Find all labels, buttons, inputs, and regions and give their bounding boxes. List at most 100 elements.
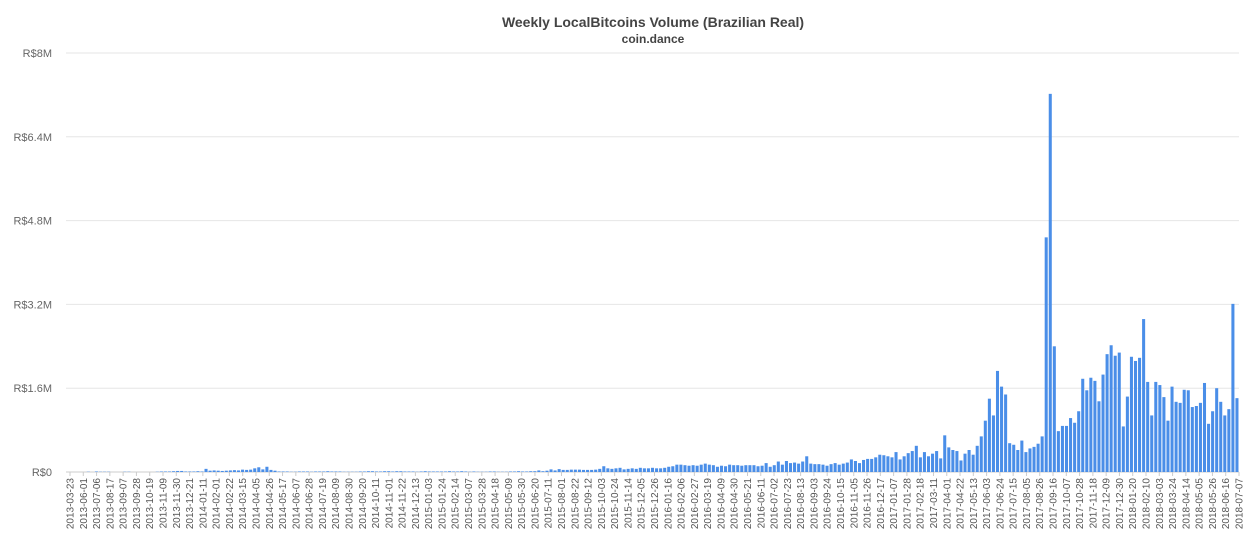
bar	[374, 471, 379, 472]
bar	[236, 470, 241, 472]
bar	[512, 471, 517, 472]
x-tick-label: 2016-01-16	[663, 478, 674, 530]
bar	[163, 471, 167, 472]
bar	[537, 470, 541, 472]
bar	[1109, 345, 1113, 472]
x-tick-label: 2014-03-15	[238, 478, 249, 530]
bar	[715, 466, 719, 472]
bar	[1097, 401, 1101, 472]
bar	[699, 464, 703, 472]
x-tick-label: 2016-02-27	[690, 478, 701, 530]
x-tick-label: 2014-08-09	[331, 478, 342, 530]
bar	[314, 471, 318, 472]
bar	[732, 465, 736, 472]
bar	[1219, 401, 1223, 472]
bar	[403, 471, 407, 472]
bar	[857, 463, 862, 472]
bar	[305, 471, 310, 472]
bar	[736, 465, 740, 472]
x-tick-label: 2017-02-18	[916, 478, 927, 530]
bar	[464, 471, 468, 472]
x-tick-label: 2015-11-14	[623, 478, 634, 529]
x-tick-label: 2015-02-14	[451, 478, 462, 530]
x-tick-label: 2013-12-21	[185, 478, 196, 530]
bar	[776, 461, 780, 472]
bar	[508, 471, 512, 472]
bar	[1016, 450, 1020, 472]
bar	[228, 470, 232, 472]
bar	[801, 461, 805, 472]
bar	[1202, 382, 1207, 472]
bar	[577, 469, 581, 472]
x-tick-label: 2014-12-13	[411, 478, 422, 530]
bar	[261, 469, 265, 472]
y-tick-label: R$0	[32, 467, 52, 479]
x-tick-label: 2016-03-19	[703, 478, 714, 530]
bar	[817, 464, 821, 472]
x-tick-label: 2016-09-24	[823, 478, 834, 530]
bar	[1186, 390, 1190, 472]
bar	[772, 465, 776, 472]
x-tick-label: 2018-04-14	[1181, 478, 1192, 530]
bar	[277, 471, 281, 472]
bar	[249, 469, 253, 472]
bar	[1194, 406, 1198, 472]
bar	[94, 471, 98, 472]
bar	[845, 462, 849, 472]
bar	[517, 471, 521, 472]
x-tick-label: 2015-08-22	[570, 478, 581, 530]
bar	[594, 469, 598, 472]
bar	[740, 465, 744, 472]
bar	[549, 469, 553, 472]
x-tick-label: 2015-07-11	[544, 478, 555, 529]
bar	[200, 471, 204, 472]
bar	[833, 463, 837, 472]
bar	[667, 466, 671, 472]
chart-title: Weekly LocalBitcoins Volume (Brazilian R…	[501, 14, 805, 30]
bar	[870, 458, 874, 472]
x-tick-label: 2015-01-03	[424, 478, 435, 530]
bar	[407, 471, 411, 472]
bar	[362, 471, 366, 472]
bar	[1211, 411, 1215, 472]
bar	[1190, 407, 1194, 472]
bar	[598, 468, 602, 472]
bar	[866, 458, 870, 472]
bar	[630, 468, 634, 472]
x-tick-label: 2014-09-20	[358, 478, 369, 530]
y-tick-label: R$6.4M	[13, 132, 52, 144]
bar	[995, 370, 1000, 472]
x-axis: 2013-03-23 2013-06-01 2013-07-06 2013-08-17…	[66, 472, 1246, 529]
bar	[399, 471, 403, 472]
x-tick-label: 2016-11-05	[849, 478, 860, 529]
bar	[1040, 436, 1044, 472]
bar	[318, 471, 322, 472]
bar	[1146, 381, 1150, 472]
bar	[975, 445, 979, 472]
bar	[1170, 386, 1174, 472]
bar	[541, 471, 545, 472]
x-tick-label: 2017-08-05	[1022, 478, 1033, 530]
x-tick-label: 2017-10-07	[1062, 478, 1073, 530]
bar	[1000, 386, 1004, 472]
bar	[435, 471, 439, 472]
bar	[533, 471, 537, 472]
y-tick-label: R$8M	[23, 48, 52, 60]
bar	[1215, 388, 1219, 472]
x-tick-label: 2016-11-26	[863, 478, 874, 529]
x-tick-label: 2015-05-30	[517, 478, 528, 530]
x-tick-label: 2013-08-17	[105, 478, 116, 530]
bar	[711, 465, 715, 472]
bar	[1044, 237, 1048, 472]
bar	[431, 471, 435, 472]
x-tick-label: 2013-06-01	[79, 478, 90, 530]
bar	[338, 471, 342, 472]
bar	[411, 471, 415, 472]
bar	[553, 470, 557, 472]
x-tick-label: 2016-12-17	[876, 478, 887, 530]
bar	[460, 471, 464, 472]
bar	[557, 469, 561, 472]
bar	[902, 456, 906, 472]
x-tick-label: 2015-08-01	[557, 478, 568, 530]
x-tick-label: 2018-03-24	[1168, 478, 1179, 530]
